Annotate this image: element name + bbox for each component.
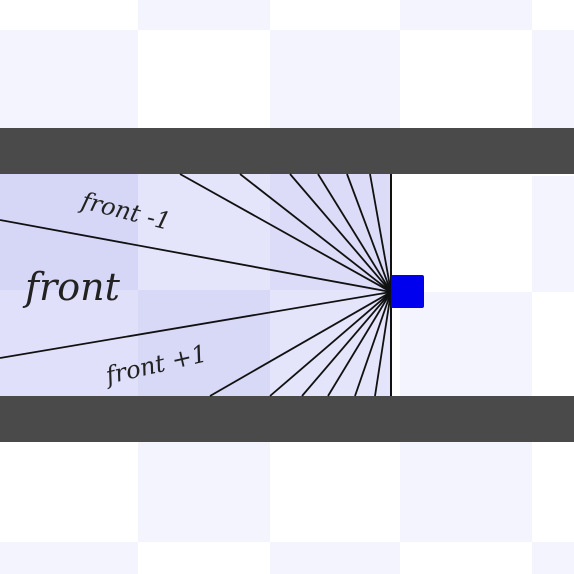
ray-line [317, 173, 392, 293]
ray-fan [0, 173, 392, 397]
ray-line [209, 291, 392, 397]
ray-line [269, 291, 392, 397]
corridor-shading [0, 174, 392, 396]
ray-line [301, 291, 392, 397]
ray-line [327, 291, 392, 397]
label-front: front [22, 265, 121, 309]
ray-line [354, 291, 392, 397]
ray-line [0, 219, 392, 293]
bottom-wall [0, 396, 574, 442]
ray-line [179, 173, 392, 293]
ray-line [374, 291, 392, 397]
ray-line [369, 173, 392, 293]
ray-line [346, 173, 392, 293]
ray-line [289, 173, 392, 293]
ray-line [239, 173, 392, 293]
ray-line [0, 291, 392, 359]
agent-square-icon [391, 275, 424, 308]
top-wall [0, 128, 574, 174]
